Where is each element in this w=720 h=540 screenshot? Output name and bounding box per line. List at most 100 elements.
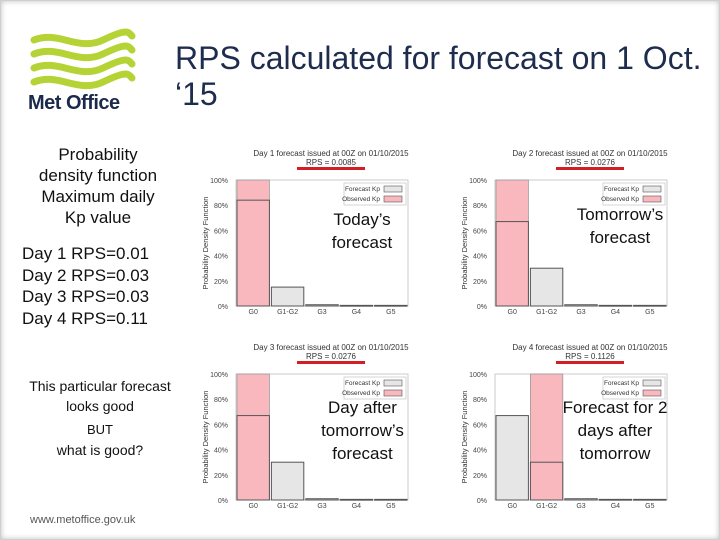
y-tick-label: 80% xyxy=(473,397,487,404)
chart-day4: Day 4 forecast issued at 00Z on 01/10/20… xyxy=(455,340,709,510)
chart-day3: Day 3 forecast issued at 00Z on 01/10/20… xyxy=(196,340,450,510)
left-description: Probability density function Maximum dai… xyxy=(18,144,178,228)
note: This particular forecast looks good BUT … xyxy=(10,376,190,460)
chart-day1: Day 1 forecast issued at 00Z on 01/10/20… xyxy=(196,146,450,316)
rps-item: Day 1 RPS=0.01 xyxy=(22,244,150,263)
rps-list: Day 1 RPS=0.01 Day 2 RPS=0.03 Day 3 RPS=… xyxy=(22,243,149,329)
legend-label: Observed Kp xyxy=(342,196,380,203)
y-tick-label: 60% xyxy=(214,228,228,235)
note-line: BUT xyxy=(87,422,113,437)
y-axis-label: Probability Density Function xyxy=(201,391,210,484)
met-office-logo-icon xyxy=(30,28,136,90)
bar-forecast-G1-G2 xyxy=(270,461,305,501)
bar-forecast-G1-G2 xyxy=(529,267,564,307)
legend-label: Forecast Kp xyxy=(604,186,639,193)
bar-forecast-G4 xyxy=(598,304,633,307)
rps-underline xyxy=(556,361,624,364)
bar-forecast-G5 xyxy=(374,498,408,501)
chart-svg: Day 4 forecast issued at 00Z on 01/10/20… xyxy=(460,343,668,510)
rps-underline xyxy=(297,167,365,170)
rps-item: Day 2 RPS=0.03 xyxy=(22,265,150,285)
bar-forecast-G0 xyxy=(495,221,529,307)
y-axis-label: Probability Density Function xyxy=(460,391,469,484)
legend-swatch xyxy=(383,379,403,387)
logo-text: Met Office xyxy=(28,92,120,114)
y-tick-label: 0% xyxy=(477,498,487,505)
chart-annotation-tomorrow: Tomorrow’s forecast xyxy=(545,203,695,249)
y-tick-label: 40% xyxy=(473,448,487,455)
rps-item: Day 4 RPS=0.11 xyxy=(22,308,148,328)
description-line: Maximum daily xyxy=(41,187,155,206)
annotation-line: Day after xyxy=(328,398,397,417)
legend-swatch xyxy=(383,195,403,203)
y-tick-label: 20% xyxy=(473,473,487,480)
rps-underline xyxy=(297,361,365,364)
y-tick-label: 100% xyxy=(210,372,228,379)
note-line: This particular forecast xyxy=(29,378,171,394)
y-tick-label: 100% xyxy=(469,178,487,185)
note-line: what is good? xyxy=(56,442,144,458)
bar-forecast-G5 xyxy=(633,498,667,501)
legend-label: Forecast Kp xyxy=(604,380,639,387)
x-tick-label: G5 xyxy=(386,309,395,316)
y-axis-label: Probability Density Function xyxy=(201,197,210,290)
y-tick-label: 80% xyxy=(214,203,228,210)
bar-forecast-G5 xyxy=(374,304,408,307)
chart-subtitle: RPS = 0.0276 xyxy=(306,352,357,361)
y-tick-label: 20% xyxy=(214,279,228,286)
x-tick-label: G0 xyxy=(249,309,258,316)
rps-item: Day 3 RPS=0.03 xyxy=(22,287,150,306)
y-axis-label: Probability Density Function xyxy=(460,197,469,290)
y-tick-label: 100% xyxy=(210,178,228,185)
legend-swatch xyxy=(383,389,403,397)
chart-day2: Day 2 forecast issued at 00Z on 01/10/20… xyxy=(455,146,709,316)
x-tick-label: G4 xyxy=(352,309,361,316)
y-tick-label: 20% xyxy=(473,279,487,286)
bar-observed-G0 xyxy=(236,373,270,501)
y-tick-label: 80% xyxy=(214,397,228,404)
bar-observed-G1-G2 xyxy=(530,373,564,501)
x-tick-label: G0 xyxy=(508,503,517,510)
annotation-line: forecast xyxy=(589,228,651,247)
y-tick-label: 40% xyxy=(473,254,487,261)
annotation-line: Today’s xyxy=(333,210,391,229)
x-tick-label: G1-G2 xyxy=(277,309,298,316)
chart-subtitle: RPS = 0.1126 xyxy=(565,352,615,361)
annotation-line: tomorrow xyxy=(579,444,651,463)
x-tick-label: G4 xyxy=(611,309,620,316)
annotation-line: days after xyxy=(577,421,653,440)
y-tick-label: 0% xyxy=(477,304,487,311)
bar-observed-G0 xyxy=(236,179,270,307)
chart-annotation-day-after: Day after tomorrow’s forecast xyxy=(290,396,435,465)
x-tick-label: G1-G2 xyxy=(536,309,557,316)
description-line: density function xyxy=(38,166,158,185)
y-tick-label: 20% xyxy=(214,473,228,480)
footer-url: www.metoffice.gov.uk xyxy=(30,514,136,526)
bar-forecast-G5 xyxy=(633,304,667,307)
x-tick-label: G4 xyxy=(611,503,620,510)
y-tick-label: 60% xyxy=(473,422,487,429)
annotation-line: Tomorrow’s xyxy=(576,205,664,224)
bar-forecast-G4 xyxy=(339,304,374,307)
chart-title: Day 2 forecast issued at 00Z on 01/10/20… xyxy=(512,149,668,158)
legend-swatch xyxy=(383,185,403,193)
annotation-line: Forecast for 2 xyxy=(562,398,668,417)
note-line: looks good xyxy=(66,398,134,414)
bar-forecast-G3 xyxy=(305,304,339,307)
x-tick-label: G3 xyxy=(576,503,585,510)
y-tick-label: 100% xyxy=(469,372,487,379)
x-tick-label: G5 xyxy=(386,503,395,510)
bar-forecast-G4 xyxy=(339,498,374,501)
y-tick-label: 0% xyxy=(218,304,228,311)
x-tick-label: G3 xyxy=(317,503,326,510)
y-tick-label: 60% xyxy=(214,422,228,429)
y-tick-label: 40% xyxy=(214,448,228,455)
x-tick-label: G0 xyxy=(508,309,517,316)
bar-forecast-G3 xyxy=(564,304,598,307)
y-tick-label: 40% xyxy=(214,254,228,261)
bar-forecast-G1-G2 xyxy=(270,286,305,307)
x-tick-label: G3 xyxy=(317,309,326,316)
bar-observed-G0 xyxy=(495,179,529,307)
y-tick-label: 80% xyxy=(473,203,487,210)
bar-forecast-G0 xyxy=(495,415,529,501)
